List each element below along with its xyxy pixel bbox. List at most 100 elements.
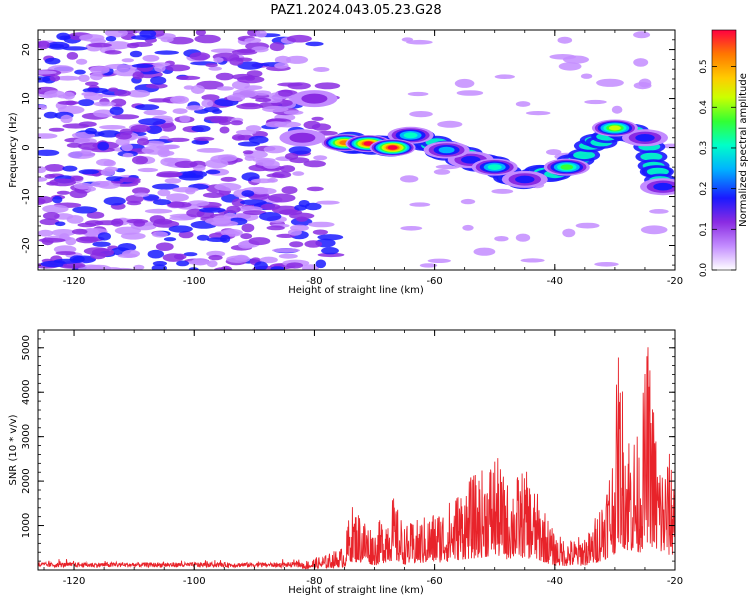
spectrogram-speckle bbox=[103, 196, 126, 206]
spectrogram-speckle bbox=[220, 176, 237, 182]
spectrogram-speckle bbox=[314, 82, 341, 90]
spectrogram-speckle bbox=[167, 36, 194, 45]
spectrogram-speckle bbox=[303, 160, 327, 168]
spectrogram-speckle bbox=[67, 150, 96, 159]
spectrogram-speckle bbox=[638, 78, 652, 88]
x-tick-label: -100 bbox=[183, 276, 206, 287]
spectrogram-speckle bbox=[244, 37, 262, 44]
spectrogram-ridge-core bbox=[640, 152, 663, 161]
spectrogram-speckle bbox=[269, 42, 285, 52]
spectrogram-speckle bbox=[133, 264, 145, 270]
spectrogram-speckle bbox=[89, 66, 110, 74]
spectrogram-speckle bbox=[236, 103, 263, 110]
spectrogram-speckle bbox=[283, 110, 304, 115]
spectrogram-speckle bbox=[135, 104, 160, 111]
spectrogram-speckle bbox=[147, 249, 164, 259]
spectrogram-speckle bbox=[437, 120, 463, 128]
spectrogram-speckle bbox=[152, 231, 168, 238]
spectrogram-speckle bbox=[158, 150, 175, 156]
spectrogram-speckle bbox=[42, 212, 60, 220]
spectrogram-speckle bbox=[286, 34, 312, 43]
spectrogram-speckle bbox=[38, 70, 57, 75]
spectrogram-speckle bbox=[210, 48, 238, 54]
spectrogram-speckle bbox=[584, 99, 607, 105]
spectrogram-speckle bbox=[167, 137, 190, 142]
spectrogram-speckle bbox=[278, 89, 293, 97]
spectrogram-speckle bbox=[49, 178, 77, 187]
spectrogram-speckle bbox=[313, 67, 330, 72]
spectrogram-speckle bbox=[288, 146, 312, 155]
snr-frame bbox=[37, 329, 676, 571]
spectrogram-speckle bbox=[144, 208, 173, 214]
spectrogram-speckle bbox=[580, 73, 593, 79]
spectrogram-speckle bbox=[178, 174, 204, 181]
spectrogram-speckle bbox=[132, 155, 148, 165]
spectrogram-x-label: Height of straight line (km) bbox=[288, 285, 424, 296]
spectrogram-speckle bbox=[122, 249, 140, 258]
spectrogram-speckle bbox=[130, 124, 151, 133]
x-tick-label: -100 bbox=[183, 576, 206, 587]
spectrogram-speckle bbox=[154, 64, 166, 73]
spectrogram-speckle bbox=[219, 126, 230, 134]
colorbar-label: Normalized spectral amplitude bbox=[738, 73, 749, 227]
spectrogram-speckle bbox=[244, 155, 255, 161]
spectrogram-speckle bbox=[126, 218, 149, 224]
spectrogram-speckle bbox=[112, 114, 140, 120]
spectrogram-speckle bbox=[596, 78, 624, 87]
colorbar-tick-label: 0.2 bbox=[699, 181, 709, 195]
spectrogram-speckle bbox=[43, 111, 58, 119]
spectrogram-speckle bbox=[111, 218, 124, 227]
spectrogram-speckle bbox=[119, 177, 141, 183]
spectrogram-speckle bbox=[321, 247, 339, 255]
spectrogram-speckle bbox=[201, 99, 214, 108]
spectrogram-speckle bbox=[103, 267, 122, 270]
spectrogram-speckle bbox=[248, 135, 269, 144]
spectrogram-speckle bbox=[109, 106, 124, 116]
spectrogram-speckle bbox=[281, 186, 298, 195]
spectrogram-speckle bbox=[248, 237, 271, 246]
spectrogram-speckle bbox=[78, 121, 97, 127]
snr-y-label: SNR (10 * v/v) bbox=[8, 414, 19, 485]
spectrogram-speckle bbox=[154, 50, 179, 55]
spectrogram-feature bbox=[403, 132, 418, 139]
spectrogram-speckle bbox=[121, 58, 134, 63]
spectrogram-speckle bbox=[263, 145, 287, 154]
spectrogram-speckle bbox=[55, 251, 76, 256]
spectrogram-speckle bbox=[72, 206, 98, 214]
spectrogram-y-axis: -20 -10 0 10 20 bbox=[21, 29, 675, 266]
spectrogram-speckle bbox=[208, 66, 222, 71]
spectrogram-speckle bbox=[292, 171, 305, 176]
spectrogram-speckle bbox=[419, 263, 438, 268]
spectrogram-speckle bbox=[594, 262, 619, 267]
spectrogram-speckle bbox=[313, 155, 328, 161]
spectrogram-speckle bbox=[316, 200, 340, 205]
colorbar-tick-label: 0.4 bbox=[699, 100, 709, 115]
spectrogram-speckle bbox=[649, 209, 669, 214]
spectrogram-speckle bbox=[188, 267, 199, 270]
spectrogram-speckle bbox=[242, 210, 267, 216]
spectrogram-speckle bbox=[189, 52, 211, 61]
spectrogram-speckle bbox=[237, 141, 260, 147]
spectrogram-speckle bbox=[184, 188, 196, 195]
spectrogram-speckle bbox=[49, 74, 61, 82]
spectrogram-speckle bbox=[462, 224, 474, 231]
spectrogram-speckle bbox=[167, 201, 185, 208]
spectrogram-speckle bbox=[160, 123, 177, 132]
spectrogram-speckle bbox=[305, 41, 324, 47]
spectrogram-feature bbox=[560, 164, 574, 170]
spectrogram-speckle bbox=[100, 168, 116, 177]
spectrogram-speckle bbox=[562, 228, 576, 238]
spectrogram-speckle bbox=[66, 52, 79, 60]
spectrogram-speckle bbox=[242, 150, 254, 155]
spectrogram-feature bbox=[387, 145, 398, 150]
spectrogram-speckle bbox=[287, 229, 302, 236]
spectrogram-speckle bbox=[105, 36, 117, 42]
spectrogram-speckle bbox=[131, 63, 154, 68]
spectrogram-speckle bbox=[306, 186, 324, 192]
spectrogram-speckle bbox=[193, 136, 215, 141]
spectrogram-speckle bbox=[142, 54, 160, 62]
spectrogram-speckle bbox=[206, 250, 226, 257]
spectrogram-speckle bbox=[130, 42, 153, 47]
spectrogram-speckle bbox=[406, 39, 433, 45]
